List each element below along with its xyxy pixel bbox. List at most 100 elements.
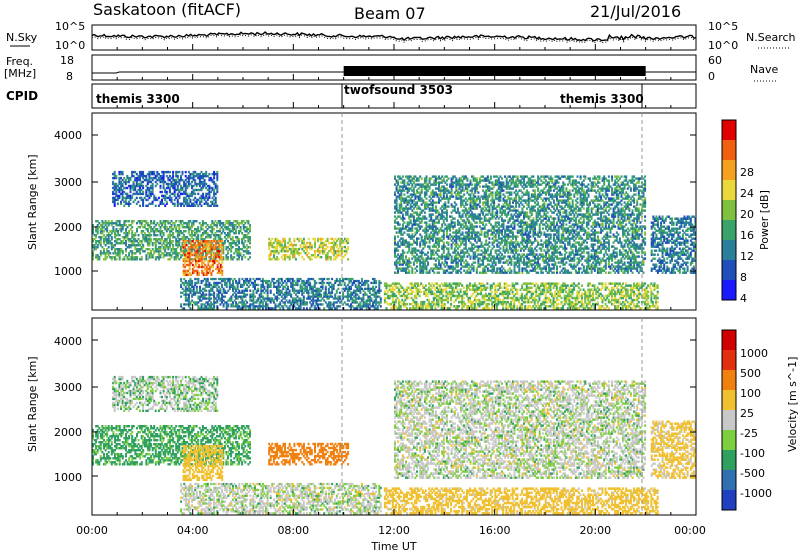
power-cell [208,271,211,275]
power-cell [153,220,156,223]
power-cell [164,180,167,184]
power-cell [168,238,171,241]
power-cell [151,184,154,188]
power-cell [422,247,425,250]
power-cell [181,192,184,196]
power-cell [189,287,192,290]
power-cell [211,196,214,200]
power-cell [456,253,459,256]
power-cell [195,198,198,202]
power-cell [461,241,464,244]
power-cell [249,240,251,243]
power-cell [296,250,299,253]
power-cell [244,305,247,308]
power-cell [132,234,135,237]
power-cell [154,244,157,247]
power-cell [362,283,365,287]
power-cell [233,232,236,235]
power-cell [414,195,417,198]
power-cell [266,289,269,292]
power-cell [139,196,141,200]
power-cell [145,204,148,207]
power-cell [187,289,190,292]
power-cell [416,259,418,262]
power-cell [356,301,359,304]
power-cell [463,243,466,246]
power-cell [205,230,207,233]
power-cell [146,228,149,231]
power-cell [365,307,368,310]
power-cell [397,215,400,218]
power-cell [417,257,420,260]
power-cell [431,175,434,178]
power-cell [219,289,222,292]
power-cell [218,267,221,271]
power-cell [213,261,216,265]
power-cell [227,299,230,302]
power-cell [165,200,168,204]
power-cell [431,199,434,202]
power-cell [419,251,422,254]
power-cell [320,243,323,247]
power-cell [196,271,199,275]
power-cell [156,222,159,225]
power-cell [312,293,315,296]
power-cell [406,209,409,212]
power-cell [436,193,439,196]
power-cell [213,192,216,196]
power-cell [455,269,458,272]
power-cell [420,253,423,256]
power-cell [241,258,244,261]
power-cell [228,224,231,227]
power-cell [261,289,264,292]
power-cell [187,228,190,231]
power-cell [249,224,251,227]
power-cell [408,229,411,232]
power-cell [461,181,464,184]
power-cell [204,267,207,271]
power-cell [151,192,154,196]
power-cell [296,295,299,298]
power-cell [255,283,258,287]
power-cell [288,299,291,302]
power-cell [124,182,127,186]
power-cell [467,215,470,218]
power-cell [182,251,185,255]
power-cell [125,248,127,251]
power-cell [461,183,464,186]
power-cell [323,277,326,281]
power-cell [210,283,212,287]
power-cell [201,228,204,231]
power-cell [414,221,417,224]
power-cell [184,287,187,290]
power-cell [162,194,165,198]
power-cell [139,258,142,261]
power-cell [223,232,226,235]
power-cell [379,301,382,304]
power-cell [400,257,403,260]
power-cell [362,281,365,285]
power-cell [194,277,197,281]
power-cell [172,240,175,243]
power-cell [134,256,137,259]
power-cell [400,177,403,180]
power-cell [192,176,195,180]
power-cell [317,254,320,257]
power-cell [299,237,302,241]
power-cell [223,240,226,243]
power-cell [170,180,173,184]
power-cell [373,299,376,302]
power-cell [345,250,348,253]
power-cell [92,240,94,243]
power-cell [182,244,185,247]
power-cell [336,243,339,247]
power-cell [450,205,453,208]
power-cell [255,301,258,304]
power-cell [150,176,152,180]
power-cell [394,191,396,194]
power-cell [129,188,132,192]
power-cell [428,209,431,212]
power-cell [110,230,113,233]
power-cell [244,222,247,225]
power-cell [478,245,481,248]
